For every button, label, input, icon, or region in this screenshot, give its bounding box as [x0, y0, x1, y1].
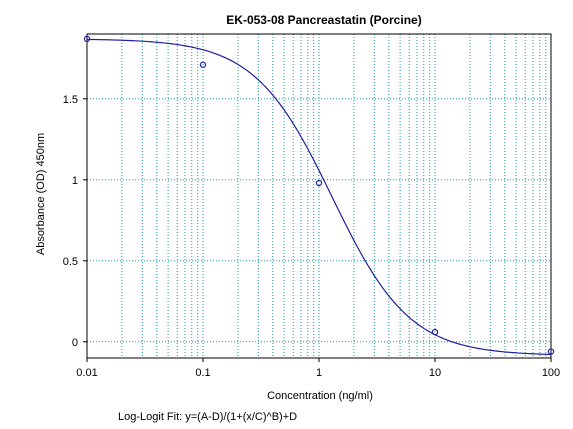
fit-curve [86, 38, 552, 356]
x-tick-label: 1 [316, 367, 322, 379]
data-points [83, 35, 555, 355]
data-point [431, 328, 439, 336]
x-tick-label: 0.1 [195, 367, 210, 379]
chart-title: EK-053-08 Pancreastatin (Porcine) [226, 13, 421, 27]
data-point [547, 348, 555, 355]
fit-equation: Log-Logit Fit: y=(A-D)/(1+(x/C)^B)+D [118, 411, 298, 423]
data-point [315, 179, 323, 187]
y-tick-label: 0.5 [63, 256, 78, 268]
data-point [199, 61, 207, 68]
x-tick-label: 0.01 [76, 367, 97, 379]
axis-ticks: 0.01 0.1 1 10 100 0 0.5 1 1.5 [63, 94, 560, 379]
x-tick-label: 10 [429, 367, 441, 379]
x-tick-label: 100 [542, 367, 560, 379]
data-point [83, 35, 91, 43]
y-tick-label: 0 [72, 337, 78, 349]
y-tick-label: 1 [72, 175, 78, 187]
grid [87, 34, 551, 358]
y-tick-label: 1.5 [63, 94, 78, 106]
x-axis-title: Concentration (ng/ml) [267, 390, 373, 402]
y-axis-title: Absorbance (OD) 450nm [35, 133, 47, 255]
